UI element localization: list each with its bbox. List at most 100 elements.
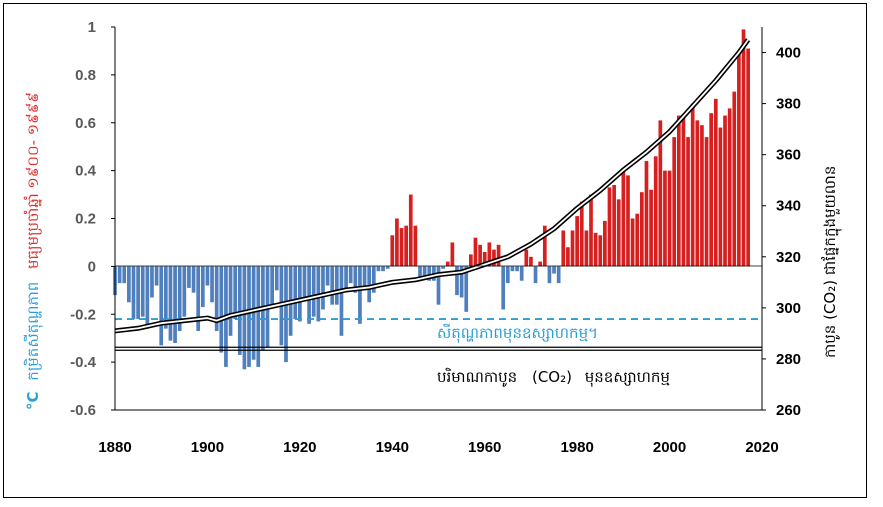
temperature-bar: [358, 266, 362, 324]
temperature-bar: [584, 230, 589, 267]
x-tick-label: 1920: [283, 439, 316, 456]
temperature-bar: [154, 266, 159, 286]
temperature-bar: [205, 266, 210, 286]
temperature-bar: [233, 266, 238, 320]
temperature-bar: [482, 252, 487, 267]
right-tick-label: 400: [776, 45, 801, 62]
temperature-bar: [709, 113, 714, 267]
temperature-bar: [284, 266, 288, 363]
temperature-bar: [737, 53, 741, 267]
temperature-bar: [404, 225, 408, 267]
left-tick-label: 0.2: [75, 211, 96, 228]
right-tick-label: 380: [776, 96, 801, 113]
x-tick-labels: 1880 1900 1920 1940 1960 1980 2000 2020: [98, 439, 778, 456]
right-tick-label: 280: [776, 351, 801, 368]
temperature-bar: [182, 266, 187, 317]
temperature-bar: [607, 187, 612, 267]
temperature-bar: [441, 266, 445, 269]
temperature-bar: [371, 266, 376, 293]
right-tick-label: 320: [776, 249, 801, 266]
temperature-bar: [339, 266, 344, 336]
pre-industrial-co2-label-part3: មុនឧស្សាហកម្ម: [585, 368, 670, 387]
temperature-bar: [140, 266, 145, 317]
co2-line: [114, 38, 751, 334]
temperature-bar: [718, 127, 723, 267]
temperature-bar: [136, 266, 140, 320]
reference-lines: [115, 318, 762, 351]
left-tick-labels: -0.6 -0.4 -0.2 0 0.2 0.4 0.6 0.8 1: [70, 19, 115, 419]
temperature-bar: [459, 266, 464, 298]
temperature-bar: [473, 237, 478, 267]
temperature-bar: [727, 108, 732, 267]
temperature-bar: [501, 266, 506, 310]
temperature-bar: [561, 230, 566, 267]
temperature-bar: [741, 29, 746, 267]
temperature-bar: [228, 266, 233, 336]
x-tick-label: 1900: [191, 439, 224, 456]
left-axis-title-part1: កម្រិតសីតុណ្ហភាព: [23, 282, 43, 381]
temperature-bar: [593, 232, 598, 267]
left-tick-label: -0.4: [70, 354, 97, 371]
left-tick-label: 0.6: [75, 115, 96, 132]
temperature-bar: [538, 261, 543, 267]
temperature-bar: [307, 266, 311, 324]
temperature-bar: [681, 117, 686, 267]
temperature-bar: [542, 225, 547, 267]
temperature-bar: [408, 194, 413, 267]
temperature-bar: [302, 266, 307, 300]
temperature-bar: [515, 266, 519, 272]
temperature-bar: [187, 266, 191, 288]
temperature-bar: [344, 266, 348, 288]
left-tick-label: -0.6: [70, 402, 96, 419]
right-axis-label: កាបូន (CO₂) ជាផ្នែកក្នុងមួយលាន: [821, 166, 842, 358]
temperature-bar: [653, 156, 658, 267]
temperature-bar: [127, 266, 131, 303]
temperature-bar: [150, 266, 154, 298]
left-axis-unit: °C: [24, 391, 42, 410]
temperature-bar: [450, 242, 455, 267]
temperature-bar: [159, 266, 164, 346]
co2-series-outline: [114, 38, 751, 334]
left-tick-label: 0: [88, 258, 96, 275]
temperature-bar: [690, 103, 695, 267]
temperature-bar: [598, 235, 603, 267]
temperature-bar: [427, 266, 432, 281]
temperature-bar: [237, 266, 242, 355]
temperature-bar: [270, 266, 274, 305]
pre-industrial-temp-label: សីតុណ្ហភាពមុនឧស្សាហកម្ម។: [437, 323, 598, 343]
temperature-bar: [298, 266, 302, 322]
temperature-bar: [732, 91, 737, 267]
temperature-bar: [700, 125, 704, 267]
temperature-bar: [658, 120, 663, 267]
temperature-bar: [413, 225, 418, 267]
temperature-bar: [663, 170, 667, 267]
temperature-bar: [173, 266, 177, 343]
temperature-bar: [200, 266, 205, 308]
temperature-bar: [686, 137, 690, 267]
temperature-bar: [362, 266, 367, 291]
left-axis-label: °C កម្រិតសីតុណ្ហភាព មធ្យមប្រចាំឆ្នាំ ១៩០…: [23, 92, 43, 410]
left-tick-label: 0.4: [75, 163, 97, 180]
temperature-bar: [510, 266, 515, 272]
temperature-bar: [612, 184, 616, 267]
temperature-bar: [385, 266, 390, 269]
temperature-bar: [311, 266, 316, 317]
temperature-bar: [196, 266, 201, 332]
temperature-bar: [348, 266, 353, 284]
temperature-bar: [163, 266, 168, 329]
temperature-bar: [256, 266, 261, 367]
chart-frame: [3, 3, 867, 498]
temperature-bar: [676, 115, 681, 267]
temperature-bar: [168, 266, 173, 341]
temperature-bar: [334, 266, 339, 305]
left-tick-label: 1: [88, 19, 96, 36]
temperature-bar: [219, 266, 224, 353]
temperature-bar: [293, 266, 298, 320]
temperature-bar: [639, 192, 644, 267]
temperature-bar: [621, 170, 626, 267]
temperature-bar: [117, 266, 122, 284]
right-tick-label: 340: [776, 198, 801, 215]
temperature-bar: [210, 266, 214, 303]
temperature-bar: [746, 48, 750, 267]
